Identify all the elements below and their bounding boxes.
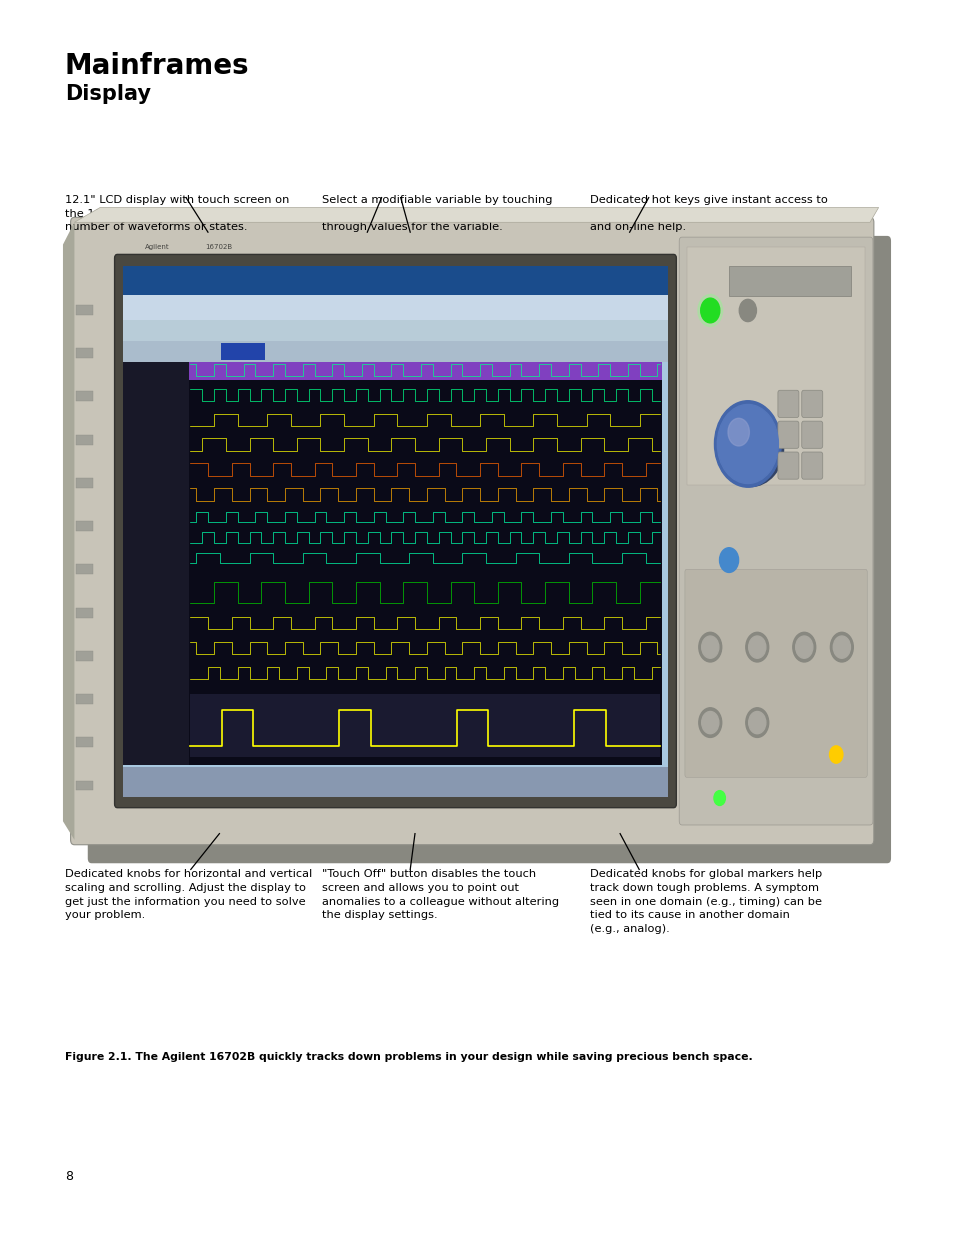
Bar [76,348,93,358]
Bar [191,694,659,757]
FancyBboxPatch shape [801,421,821,448]
Circle shape [745,708,768,737]
Circle shape [832,636,849,658]
Circle shape [745,632,768,662]
Text: "Touch Off" button disables the touch
screen and allows you to point out
anomali: "Touch Off" button disables the touch sc… [322,869,559,920]
Bar [76,521,93,531]
Bar [189,362,661,380]
Bar [76,478,93,488]
Circle shape [717,405,778,483]
Circle shape [739,299,756,321]
Bar [123,295,667,320]
Bar [221,343,265,359]
FancyBboxPatch shape [684,569,866,777]
Bar [76,651,93,661]
Bar [76,564,93,574]
Bar [123,320,667,341]
Circle shape [727,419,749,446]
Text: Dedicated hot keys give instant access to
the most frequently used menus, displa: Dedicated hot keys give instant access t… [589,195,832,232]
FancyBboxPatch shape [88,236,890,863]
Circle shape [699,632,721,662]
Text: Mainframes: Mainframes [65,52,250,80]
Circle shape [701,636,719,658]
Circle shape [701,711,719,734]
Bar [189,362,661,764]
Circle shape [719,548,738,573]
Bar [76,305,93,315]
Bar [123,266,667,295]
Text: 12.1" LCD display with touch screen on
the 16702B makes it easy to view a large
: 12.1" LCD display with touch screen on t… [65,195,301,232]
Text: Dedicated knobs for horizontal and vertical
scaling and scrolling. Adjust the di: Dedicated knobs for horizontal and verti… [65,869,312,920]
Bar [76,608,93,618]
Polygon shape [74,207,878,222]
Bar [123,767,667,797]
FancyBboxPatch shape [777,421,798,448]
Circle shape [713,790,724,805]
FancyBboxPatch shape [777,390,798,417]
Text: Agilent: Agilent [145,245,170,249]
Circle shape [748,711,765,734]
FancyBboxPatch shape [679,237,872,825]
Bar [686,247,864,484]
Text: 8: 8 [65,1170,72,1183]
Circle shape [748,636,765,658]
Circle shape [714,400,781,487]
Bar [123,362,189,764]
Bar [76,781,93,790]
Circle shape [829,632,852,662]
Bar [76,694,93,704]
Text: Dedicated knobs for global markers help
track down tough problems. A symptom
see: Dedicated knobs for global markers help … [589,869,821,934]
Text: Display: Display [65,84,151,104]
FancyBboxPatch shape [114,254,676,808]
Bar [76,737,93,747]
Circle shape [700,298,720,322]
Bar [123,341,667,362]
Bar [76,391,93,401]
FancyBboxPatch shape [777,452,798,479]
Text: 16702B: 16702B [205,245,232,249]
Circle shape [699,708,721,737]
FancyBboxPatch shape [71,217,873,845]
Text: Figure 2.1. The Agilent 16702B quickly tracks down problems in your design while: Figure 2.1. The Agilent 16702B quickly t… [65,1052,752,1062]
Text: Select a modifiable variable by touching
it, then turn the knob to quickly step
: Select a modifiable variable by touching… [322,195,553,232]
Circle shape [792,632,815,662]
Polygon shape [63,222,74,840]
FancyBboxPatch shape [801,390,821,417]
Ellipse shape [717,408,783,487]
Circle shape [829,746,842,763]
Circle shape [795,636,812,658]
Circle shape [698,294,722,326]
Bar [123,266,667,797]
Bar [728,266,850,296]
FancyBboxPatch shape [801,452,821,479]
Bar [76,435,93,445]
